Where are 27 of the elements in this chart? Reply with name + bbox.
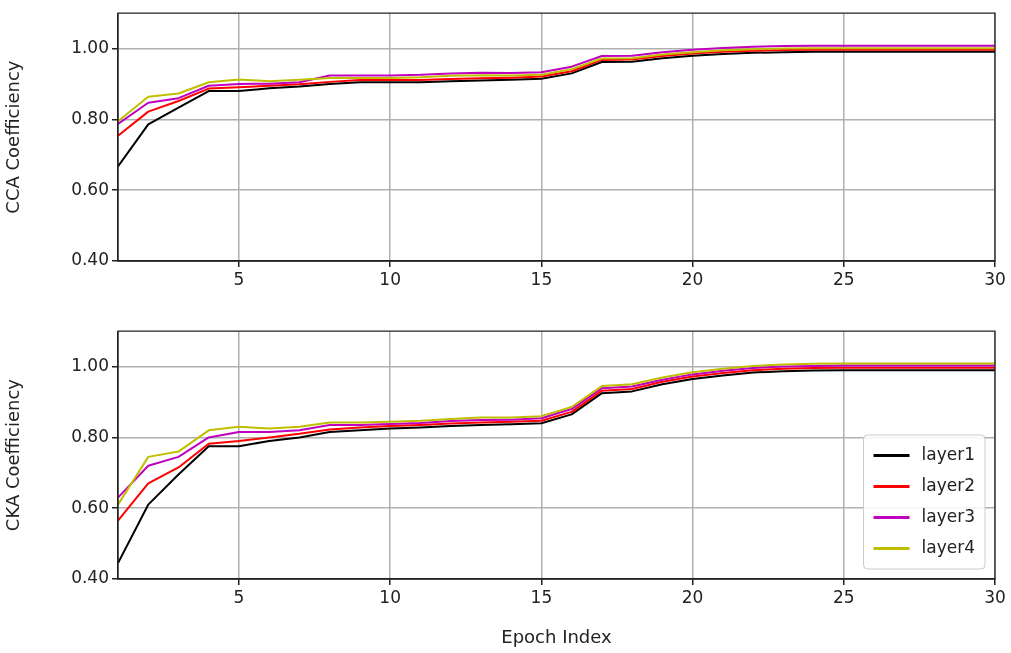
legend-label: layer4 [921, 536, 975, 557]
x-tick-label: 30 [984, 586, 1006, 607]
y-tick-label: 0.80 [71, 425, 109, 446]
y-tick-label: 0.80 [71, 107, 109, 128]
x-axis-title: Epoch Index [501, 625, 613, 647]
x-tick-label: 25 [832, 586, 855, 607]
legend-label: layer3 [921, 505, 975, 526]
legend-label: layer2 [921, 474, 975, 495]
x-tick-label: 25 [832, 268, 855, 289]
x-tick-label: 20 [681, 586, 704, 607]
y-axis-title: CCA Coefficiency [2, 60, 24, 214]
x-tick-label: 10 [379, 586, 401, 607]
x-tick-label: 5 [233, 268, 245, 289]
legend-label: layer1 [921, 443, 975, 464]
x-tick-label: 20 [681, 268, 704, 289]
x-tick-label: 5 [233, 586, 245, 607]
x-tick-label: 15 [530, 268, 553, 289]
y-tick-label: 0.40 [71, 567, 109, 588]
y-tick-label: 1.00 [71, 37, 109, 58]
y-tick-label: 0.60 [71, 178, 109, 199]
y-tick-label: 0.60 [71, 496, 109, 517]
x-tick-label: 10 [379, 268, 401, 289]
x-tick-label: 30 [984, 268, 1006, 289]
y-tick-label: 1.00 [71, 355, 109, 376]
y-axis-title: CKA Coefficiency [2, 378, 24, 532]
x-tick-label: 15 [530, 586, 553, 607]
y-tick-label: 0.40 [71, 249, 109, 270]
